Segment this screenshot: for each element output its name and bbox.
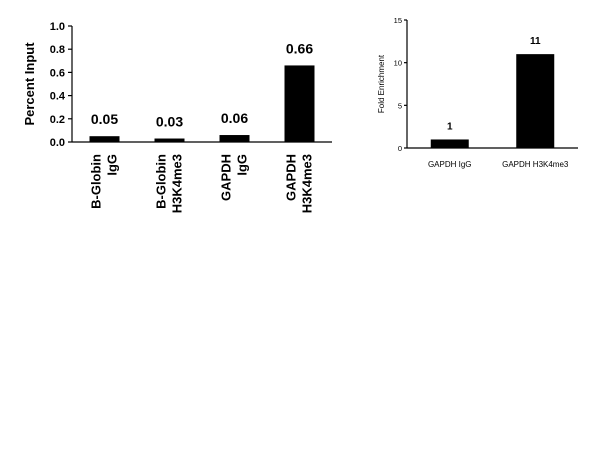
data-labels: 111 (447, 36, 541, 132)
category-label-line: H3K4me3 (300, 154, 315, 213)
y-tick-label: 0.6 (50, 67, 65, 79)
percent-input-chart: 0.0 0.2 0.4 0.6 0.8 1.0 0.05 0.03 0.06 0.66 B-Gl… (22, 21, 332, 213)
bar (430, 139, 469, 148)
y-tick-label: 0.2 (50, 114, 65, 126)
bar (516, 54, 555, 149)
data-label: 0.66 (286, 40, 313, 56)
data-label: 0.03 (156, 114, 183, 130)
y-tick-label: 15 (394, 16, 402, 25)
y-tick-label: 1.0 (50, 21, 65, 33)
y-tick-label: 0.0 (50, 137, 65, 149)
category-label: GAPDH IgG (219, 154, 250, 201)
y-axis-title: Percent Input (22, 42, 37, 126)
y-tick-label: 5 (398, 101, 402, 110)
y-axis-title: Fold Enrichment (377, 54, 386, 113)
category-label: B-Globin H3K4me3 (154, 154, 185, 213)
category-label-line: B-Globin (154, 154, 169, 209)
category-label: GAPDH H3K4me3 (284, 154, 315, 213)
category-label-line: GAPDH (219, 154, 234, 201)
bar (154, 138, 185, 142)
category-label-line: H3K4me3 (170, 154, 185, 213)
y-tick-label: 10 (394, 59, 402, 68)
category-label-line: B-Globin (89, 154, 104, 209)
data-labels: 0.05 0.03 0.06 0.66 (91, 40, 313, 129)
data-label: 0.06 (221, 110, 248, 126)
category-label: GAPDH H3K4me3 (502, 160, 569, 169)
bar (284, 65, 315, 142)
category-labels: B-Globin IgG B-Globin H3K4me3 GAPDH IgG GAPDH H… (89, 154, 315, 213)
bars (89, 65, 315, 142)
y-tick-label: 0.4 (50, 91, 66, 103)
category-label-line: GAPDH (284, 154, 299, 201)
category-label-line: IgG (105, 154, 120, 176)
y-tick-label: 0.8 (50, 44, 65, 56)
category-label-line: IgG (235, 154, 250, 176)
bar (219, 135, 250, 142)
data-label: 11 (530, 36, 541, 47)
category-label: B-Globin IgG (89, 154, 120, 209)
category-label: GAPDH IgG (428, 160, 472, 169)
y-tick-label: 0 (398, 144, 402, 153)
data-label: 0.05 (91, 111, 118, 127)
category-labels: GAPDH IgG GAPDH H3K4me3 (428, 160, 569, 169)
bars (430, 54, 555, 149)
bar (89, 136, 120, 142)
y-ticks: 0 5 10 15 (394, 16, 407, 153)
y-ticks: 0.0 0.2 0.4 0.6 0.8 1.0 (50, 21, 72, 149)
data-label: 1 (447, 121, 453, 132)
